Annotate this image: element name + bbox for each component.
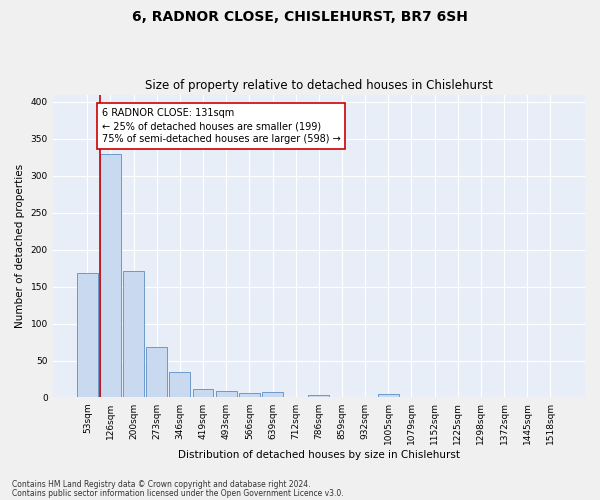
Bar — [378, 394, 399, 398]
Title: Size of property relative to detached houses in Chislehurst: Size of property relative to detached ho… — [145, 79, 493, 92]
Bar — [216, 391, 236, 398]
Text: Contains public sector information licensed under the Open Government Licence v3: Contains public sector information licen… — [12, 488, 344, 498]
Bar — [123, 271, 144, 398]
Bar — [77, 274, 98, 398]
Text: 6 RADNOR CLOSE: 131sqm
← 25% of detached houses are smaller (199)
75% of semi-de: 6 RADNOR CLOSE: 131sqm ← 25% of detached… — [102, 108, 341, 144]
Bar — [239, 393, 260, 398]
Bar — [100, 154, 121, 398]
X-axis label: Distribution of detached houses by size in Chislehurst: Distribution of detached houses by size … — [178, 450, 460, 460]
Bar — [262, 392, 283, 398]
Text: 6, RADNOR CLOSE, CHISLEHURST, BR7 6SH: 6, RADNOR CLOSE, CHISLEHURST, BR7 6SH — [132, 10, 468, 24]
Bar — [169, 372, 190, 398]
Bar — [308, 395, 329, 398]
Text: Contains HM Land Registry data © Crown copyright and database right 2024.: Contains HM Land Registry data © Crown c… — [12, 480, 311, 489]
Bar — [146, 347, 167, 398]
Bar — [193, 390, 214, 398]
Y-axis label: Number of detached properties: Number of detached properties — [15, 164, 25, 328]
